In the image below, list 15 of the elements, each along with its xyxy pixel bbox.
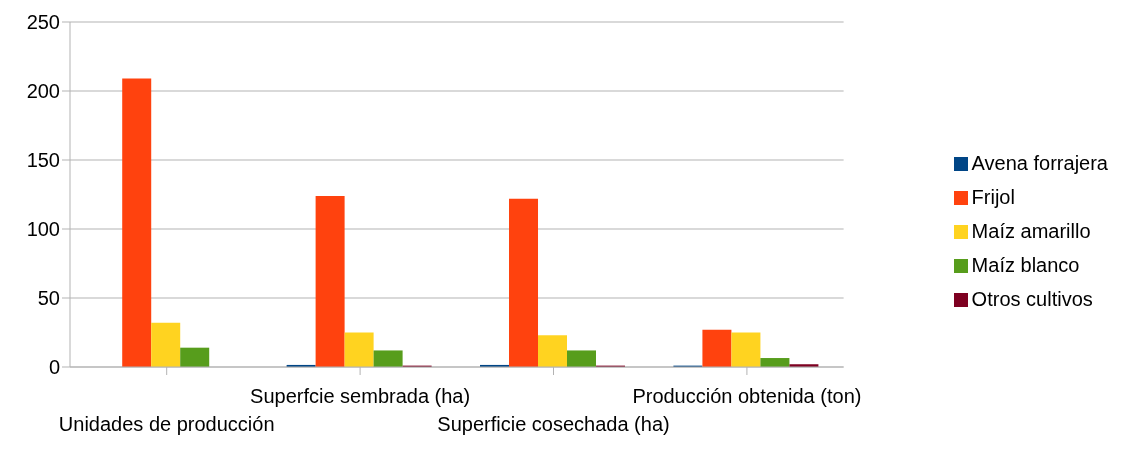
legend-label: Otros cultivos [971,287,1093,310]
y-tick-label: 250 [26,11,60,34]
legend-label: Frijol [971,185,1015,208]
y-tick-label: 100 [26,218,60,241]
x-tick-label: Unidades de producción [58,413,275,435]
legend-label: Maíz blanco [971,253,1080,276]
legend-label: Avena forrajera [971,151,1108,174]
y-tick-label: 200 [26,80,60,103]
y-tick-label: 150 [26,149,60,172]
y-tick-label: 0 [48,356,60,379]
y-tick-label: 50 [37,287,60,310]
x-tick-label: Producción obtenida (ton) [632,385,862,407]
legend-label: Maíz amarillo [971,219,1091,242]
x-tick-label: Superficie cosechada (ha) [437,413,670,435]
x-tick-label: Superfcie sembrada (ha) [250,385,471,407]
